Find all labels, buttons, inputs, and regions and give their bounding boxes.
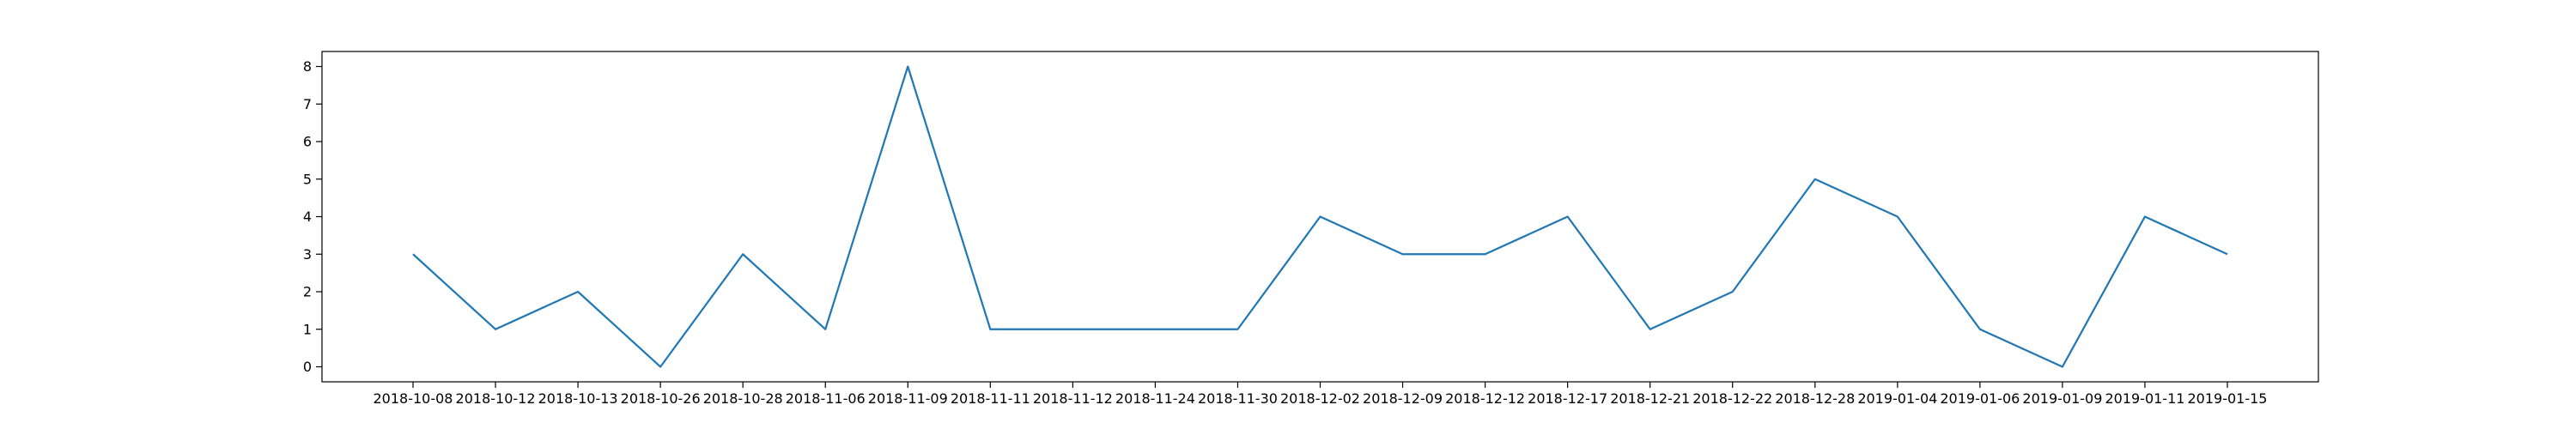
x-tick-label: 2018-12-17 bbox=[1528, 390, 1607, 407]
y-tick-label: 6 bbox=[303, 134, 312, 150]
y-tick-label: 8 bbox=[303, 58, 312, 75]
data-point bbox=[988, 328, 992, 331]
x-tick-label: 2018-10-28 bbox=[703, 390, 783, 407]
data-point bbox=[2061, 366, 2064, 369]
y-tick-label: 0 bbox=[303, 359, 312, 375]
y-tick-label: 1 bbox=[303, 321, 312, 337]
data-point bbox=[411, 252, 415, 256]
data-point bbox=[906, 65, 909, 69]
x-tick-label: 2018-10-26 bbox=[621, 390, 701, 407]
y-tick-label: 4 bbox=[303, 208, 312, 225]
x-tick-label: 2018-12-12 bbox=[1445, 390, 1525, 407]
x-tick-label: 2018-11-11 bbox=[951, 390, 1030, 407]
data-point bbox=[1731, 290, 1735, 293]
x-tick-label: 2018-12-22 bbox=[1692, 390, 1772, 407]
x-tick-label: 2018-12-21 bbox=[1610, 390, 1690, 407]
data-point bbox=[1566, 215, 1570, 219]
y-tick-label: 3 bbox=[303, 246, 312, 263]
series-line bbox=[412, 65, 2228, 368]
x-tick-label: 2018-11-12 bbox=[1033, 390, 1113, 407]
x-tick-label: 2018-11-30 bbox=[1198, 390, 1278, 407]
data-point bbox=[823, 328, 827, 331]
data-point bbox=[2226, 252, 2229, 256]
y-tick-label: 7 bbox=[303, 96, 312, 112]
x-tick-label: 2018-11-09 bbox=[868, 390, 948, 407]
data-point bbox=[576, 290, 580, 293]
y-tick-label: 2 bbox=[303, 284, 312, 300]
data-point bbox=[1814, 178, 1817, 181]
series-group bbox=[411, 65, 2229, 369]
x-tick-label: 2018-12-09 bbox=[1363, 390, 1443, 407]
data-point bbox=[1236, 328, 1239, 331]
x-tick-label: 2018-12-02 bbox=[1280, 390, 1360, 407]
data-point bbox=[494, 328, 497, 331]
data-point bbox=[1978, 328, 1982, 331]
x-axis: 2018-10-08 2018-10-12 2018-10-13 2018-10-26… bbox=[374, 382, 2268, 407]
data-point bbox=[1484, 252, 1487, 256]
x-tick-label: 2018-10-12 bbox=[456, 390, 536, 407]
x-tick-label: 2018-11-06 bbox=[786, 390, 866, 407]
data-point bbox=[2143, 215, 2147, 219]
y-tick-label: 5 bbox=[303, 171, 312, 187]
x-tick-label: 2018-10-13 bbox=[538, 390, 618, 407]
x-tick-label: 2019-01-04 bbox=[1857, 390, 1937, 407]
x-tick-label: 2019-01-15 bbox=[2188, 390, 2268, 407]
data-point bbox=[659, 366, 662, 369]
x-tick-label: 2018-10-08 bbox=[374, 390, 453, 407]
data-point bbox=[1896, 215, 1899, 219]
x-tick-label: 2019-01-09 bbox=[2022, 390, 2102, 407]
x-tick-label: 2018-12-28 bbox=[1775, 390, 1855, 407]
x-tick-label: 2019-01-11 bbox=[2105, 390, 2184, 407]
x-tick-label: 2018-11-24 bbox=[1115, 390, 1195, 407]
data-point bbox=[1071, 328, 1074, 331]
data-point bbox=[741, 252, 744, 256]
data-point bbox=[1153, 328, 1157, 331]
data-point bbox=[1401, 252, 1405, 256]
x-tick-label: 2019-01-06 bbox=[1940, 390, 2020, 407]
y-axis: 0 1 2 3 4 5 6 7 8 bbox=[303, 58, 322, 375]
data-point bbox=[1649, 328, 1652, 331]
data-point bbox=[1319, 215, 1322, 219]
